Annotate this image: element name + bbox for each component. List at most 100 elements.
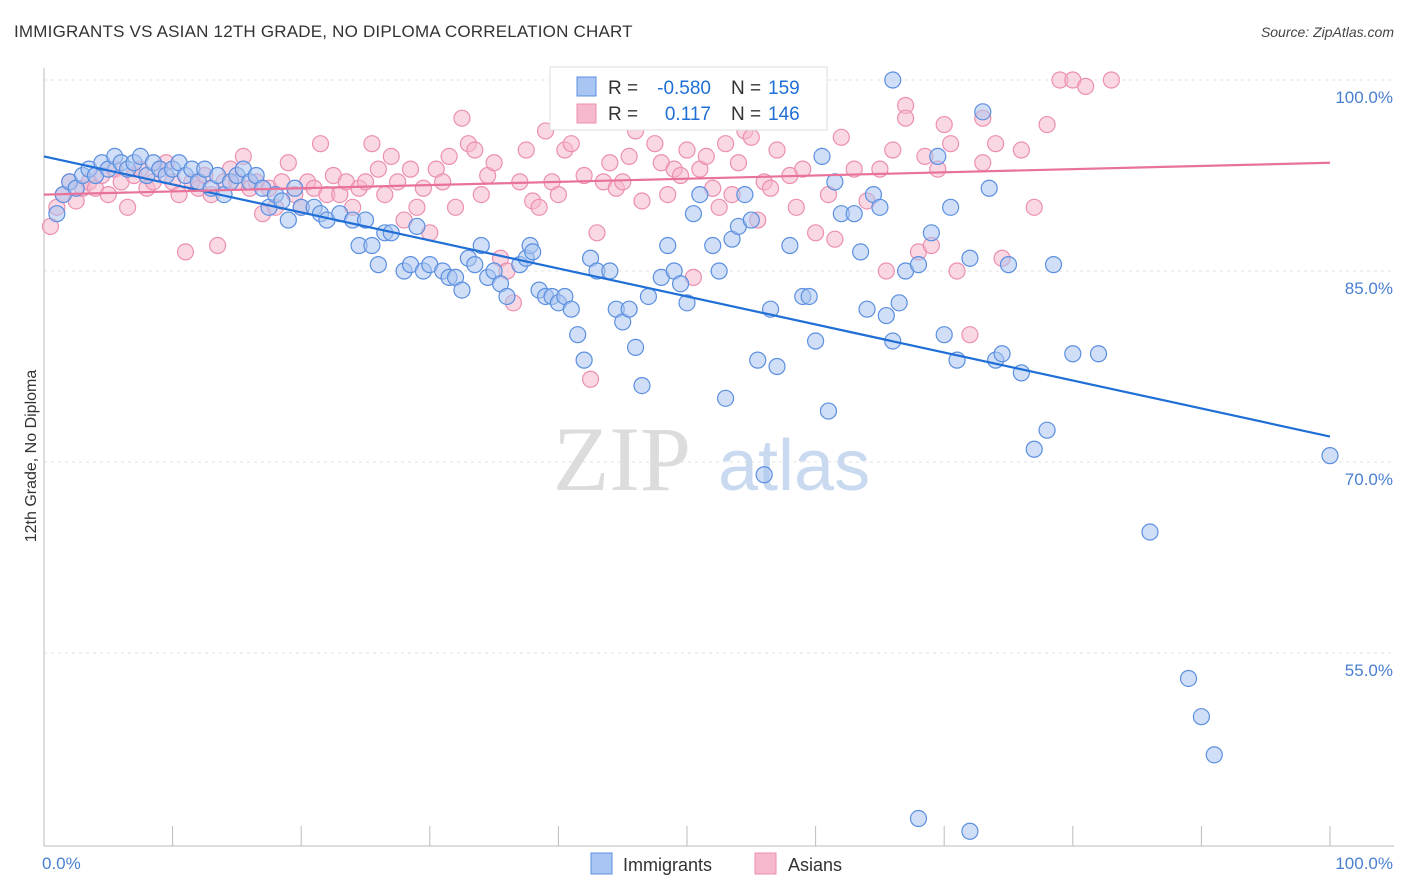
scatter-point — [453, 281, 471, 299]
scatter-point — [710, 262, 728, 280]
legend-n-label-1: N = — [731, 78, 761, 99]
scatter-point — [1012, 141, 1030, 159]
scatter-point — [562, 135, 580, 153]
scatter-point — [806, 332, 825, 350]
scatter-point — [716, 389, 735, 407]
correlation-legend: R = -0.580 N = 159 R = 0.117 N = 146 — [549, 66, 828, 131]
scatter-point — [999, 256, 1018, 274]
legend-r-label-2: R = — [608, 104, 638, 125]
scatter-point — [1205, 746, 1223, 764]
bottom-legend-label-asians: Asians — [788, 855, 842, 875]
immigrants-trend-line — [43, 155, 1331, 438]
scatter-point — [974, 154, 992, 172]
scatter-point — [942, 135, 960, 153]
series-legend: Immigrants Asians — [590, 852, 842, 875]
scatter-point — [993, 345, 1011, 363]
scatter-point — [710, 198, 728, 216]
scatter-point — [922, 224, 940, 242]
scatter-point — [1038, 115, 1056, 134]
scatter-point — [601, 154, 619, 172]
trend-lines — [43, 155, 1331, 438]
scatter-point — [408, 198, 426, 216]
scatter-point — [517, 141, 535, 159]
watermark: ZIP atlas — [553, 408, 870, 510]
x-ticks — [43, 826, 1331, 846]
y-tick-label: 70.0% — [1345, 470, 1393, 489]
scatter-point — [768, 141, 786, 159]
legend-swatch-asians — [576, 103, 597, 124]
scatter-point — [1179, 669, 1198, 688]
scatter-point — [877, 306, 895, 325]
scatter-point — [935, 326, 953, 344]
scatter-point — [948, 262, 966, 280]
scatter-point — [1064, 345, 1082, 363]
legend-r-value-2: 0.117 — [665, 104, 711, 125]
scatter-point — [209, 236, 227, 255]
scatter-point — [909, 809, 928, 828]
scatter-point — [498, 287, 516, 306]
scatter-point — [446, 198, 465, 216]
scatter-point — [845, 160, 863, 178]
scatter-point — [987, 135, 1005, 153]
scatter-point — [549, 186, 568, 204]
scatter-point — [408, 217, 426, 236]
legend-r-value-1: -0.580 — [657, 78, 711, 99]
scatter-point — [466, 256, 484, 274]
scatter-point — [1141, 523, 1159, 541]
scatter-point — [633, 192, 651, 210]
scatter-point — [826, 230, 844, 248]
scatter-point — [633, 377, 651, 395]
scatter-point — [279, 211, 297, 229]
scatter-point — [684, 205, 703, 223]
scatter-point — [787, 198, 805, 216]
scatter-point — [1044, 256, 1063, 274]
scatter-point — [794, 160, 812, 178]
scatter-point — [671, 275, 690, 293]
scatter-point — [659, 236, 677, 255]
scatter-point — [620, 300, 638, 318]
scatter-point — [369, 160, 387, 178]
scatter-point — [871, 198, 889, 216]
scatter-point — [118, 198, 137, 216]
x-tick-label-max: 100.0% — [1335, 854, 1393, 873]
scatter-point — [852, 243, 870, 261]
scatter-point — [356, 211, 375, 229]
legend-n-value-2: 146 — [768, 104, 800, 125]
scatter-point — [575, 351, 593, 369]
scatter-point — [311, 135, 330, 153]
y-axis-label: 12th Grade, No Diploma — [23, 370, 40, 543]
scatter-point — [742, 211, 760, 229]
scatter-point — [369, 256, 387, 274]
scatter-point — [620, 147, 638, 165]
scatter-point — [890, 294, 908, 312]
legend-swatch-immigrants — [576, 76, 597, 97]
scatter-point — [659, 186, 677, 204]
scatter-point — [363, 236, 381, 255]
scatter-point — [678, 294, 696, 312]
scatter-point — [800, 287, 818, 306]
scatter-point — [736, 186, 754, 204]
scatter-point — [832, 128, 850, 146]
scatter-point — [382, 147, 400, 165]
chart-title: IMMIGRANTS VS ASIAN 12TH GRADE, NO DIPLO… — [14, 22, 633, 41]
scatter-point — [942, 198, 960, 216]
scatter-point — [716, 135, 735, 153]
scatter-point — [704, 236, 722, 255]
bottom-legend-swatch-immigrants — [590, 852, 613, 875]
y-tick-labels: 100.0% 85.0% 70.0% 55.0% — [1335, 88, 1393, 680]
watermark-zip: ZIP — [553, 408, 691, 510]
scatter-point — [626, 338, 645, 356]
legend-n-label-2: N = — [731, 104, 761, 125]
scatter-point — [980, 179, 998, 197]
scatter-point — [909, 256, 928, 274]
scatter-point — [806, 224, 825, 242]
scatter-point — [363, 135, 381, 153]
scatter-point — [588, 224, 606, 242]
scatter-point — [755, 466, 773, 484]
y-tick-label: 85.0% — [1345, 279, 1393, 298]
scatter-point — [389, 173, 407, 191]
scatter-point — [858, 300, 876, 318]
scatter-point — [884, 141, 902, 159]
y-tick-label: 55.0% — [1345, 661, 1393, 680]
